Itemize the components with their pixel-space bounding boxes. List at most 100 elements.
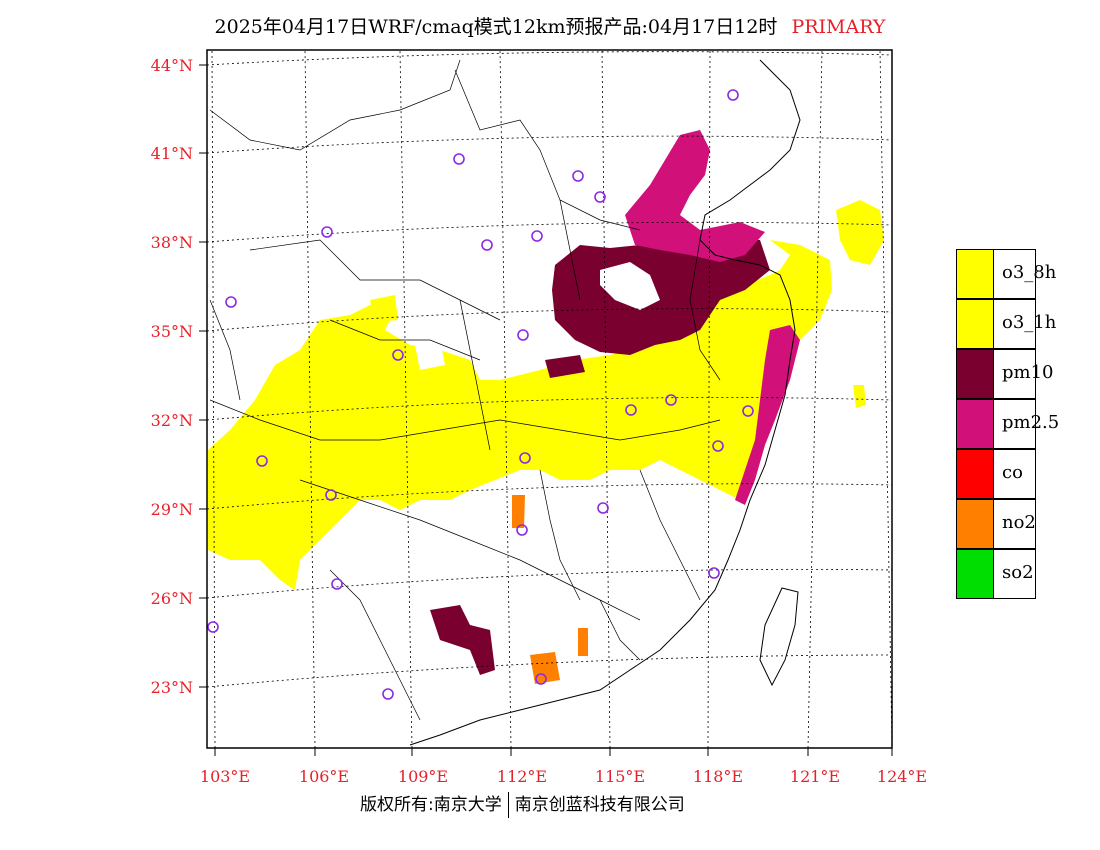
legend-swatch xyxy=(956,349,994,399)
station-marker xyxy=(256,455,268,467)
lon-line-118 xyxy=(707,49,711,749)
lon-line-121 xyxy=(807,49,823,749)
legend-swatch xyxy=(956,249,994,299)
province-lines xyxy=(209,59,721,721)
map-title: 2025年04月17日WRF/cmaq模式12km预报产品:04月17日12时 P… xyxy=(0,12,1100,39)
legend-label: no2 xyxy=(1002,512,1036,533)
pm10-area-huai xyxy=(545,355,585,378)
station-marker xyxy=(572,170,584,182)
station-marker xyxy=(531,230,543,242)
o3-area-east xyxy=(836,200,884,265)
title-text: 2025年04月17日WRF/cmaq模式12km预报产品:04月17日12时 xyxy=(214,16,778,38)
station-marker xyxy=(453,153,465,165)
legend-label: o3_8h xyxy=(1002,262,1057,283)
lat-label: 29°N xyxy=(151,500,193,519)
pm25-area-coast xyxy=(735,325,800,505)
lon-line-115 xyxy=(601,49,611,749)
lon-line-106 xyxy=(304,49,316,749)
lat-label: 38°N xyxy=(151,233,193,252)
lon-label: 115°E xyxy=(595,767,645,786)
legend-label-box xyxy=(994,249,1036,299)
lat-label: 44°N xyxy=(151,56,193,75)
lon-line-112 xyxy=(499,49,512,749)
lat-label: 23°N xyxy=(151,678,193,697)
lon-line-103 xyxy=(211,49,216,749)
o3-gap xyxy=(415,340,445,370)
legend-label: o3_1h xyxy=(1002,312,1057,333)
station-marker xyxy=(727,89,739,101)
station-markers xyxy=(207,89,754,700)
lat-label: 35°N xyxy=(151,322,193,341)
o3-area-small-n xyxy=(370,295,398,322)
copyright-footer: 版权所有:南京大学 南京创蓝科技有限公司 xyxy=(360,790,685,818)
lon-label: 112°E xyxy=(497,767,547,786)
lon-label: 109°E xyxy=(398,767,448,786)
station-marker xyxy=(625,404,637,416)
lon-labels: 103°E 106°E 109°E 112°E 115°E 118°E 121°… xyxy=(200,767,927,786)
legend-label-box xyxy=(994,299,1036,349)
station-marker xyxy=(665,394,677,406)
lon-line-124 xyxy=(879,49,893,749)
lat-label: 26°N xyxy=(151,589,193,608)
pm25-area-north xyxy=(625,130,765,262)
legend-label-box xyxy=(994,449,1036,499)
taiwan xyxy=(759,587,799,687)
legend-swatch xyxy=(956,299,994,349)
o3-area-sichuan xyxy=(208,240,832,590)
station-marker xyxy=(535,673,547,685)
lat-labels: 44°N 41°N 38°N 35°N 32°N 29°N 26°N 23°N xyxy=(151,56,193,697)
o3-area-sea xyxy=(853,385,866,408)
lon-line-109 xyxy=(399,49,413,749)
station-marker xyxy=(597,502,609,514)
legend-swatch xyxy=(956,449,994,499)
copyright-left: 版权所有:南京大学 xyxy=(360,795,502,815)
no2-area-2 xyxy=(530,652,560,684)
lon-label: 121°E xyxy=(790,767,840,786)
station-marker xyxy=(481,239,493,251)
footer-separator xyxy=(507,792,509,818)
station-marker xyxy=(519,452,531,464)
station-marker xyxy=(708,567,720,579)
station-marker xyxy=(742,405,754,417)
station-marker xyxy=(382,688,394,700)
pm10-area-south xyxy=(430,605,495,675)
lat-label: 41°N xyxy=(151,144,193,163)
map-frame xyxy=(206,49,893,749)
lon-label: 118°E xyxy=(693,767,743,786)
boundary-layer xyxy=(209,59,801,746)
pollutant-layer xyxy=(208,130,884,684)
lat-label: 32°N xyxy=(151,411,193,430)
tick-marks xyxy=(199,64,893,756)
station-marker xyxy=(225,296,237,308)
station-marker xyxy=(594,191,606,203)
legend-label-box xyxy=(994,399,1036,449)
station-marker xyxy=(207,621,219,633)
station-marker xyxy=(712,440,724,452)
station-marker xyxy=(331,578,343,590)
coastline xyxy=(409,59,801,746)
station-marker xyxy=(516,524,528,536)
legend-label: co xyxy=(1002,462,1023,483)
primary-tag: PRIMARY xyxy=(791,16,886,38)
legend-label: pm10 xyxy=(1002,362,1054,383)
legend-swatch xyxy=(956,499,994,549)
lat-line-44 xyxy=(206,51,893,66)
pm10-hole xyxy=(600,262,660,310)
lon-label: 124°E xyxy=(877,767,927,786)
station-marker xyxy=(321,226,333,238)
no2-area-1 xyxy=(512,495,525,528)
lon-label: 103°E xyxy=(200,767,250,786)
legend-label-box xyxy=(994,499,1036,549)
legend-label-box xyxy=(994,549,1036,599)
station-marker xyxy=(517,329,529,341)
legend-swatch xyxy=(956,399,994,449)
legend-label: pm2.5 xyxy=(1002,412,1060,433)
lon-label: 106°E xyxy=(299,767,349,786)
copyright-right: 南京创蓝科技有限公司 xyxy=(514,795,685,815)
station-marker xyxy=(392,349,404,361)
lat-line-26 xyxy=(206,568,893,599)
legend-label: so2 xyxy=(1002,562,1034,583)
legend-swatch xyxy=(956,549,994,599)
station-marker xyxy=(325,489,337,501)
